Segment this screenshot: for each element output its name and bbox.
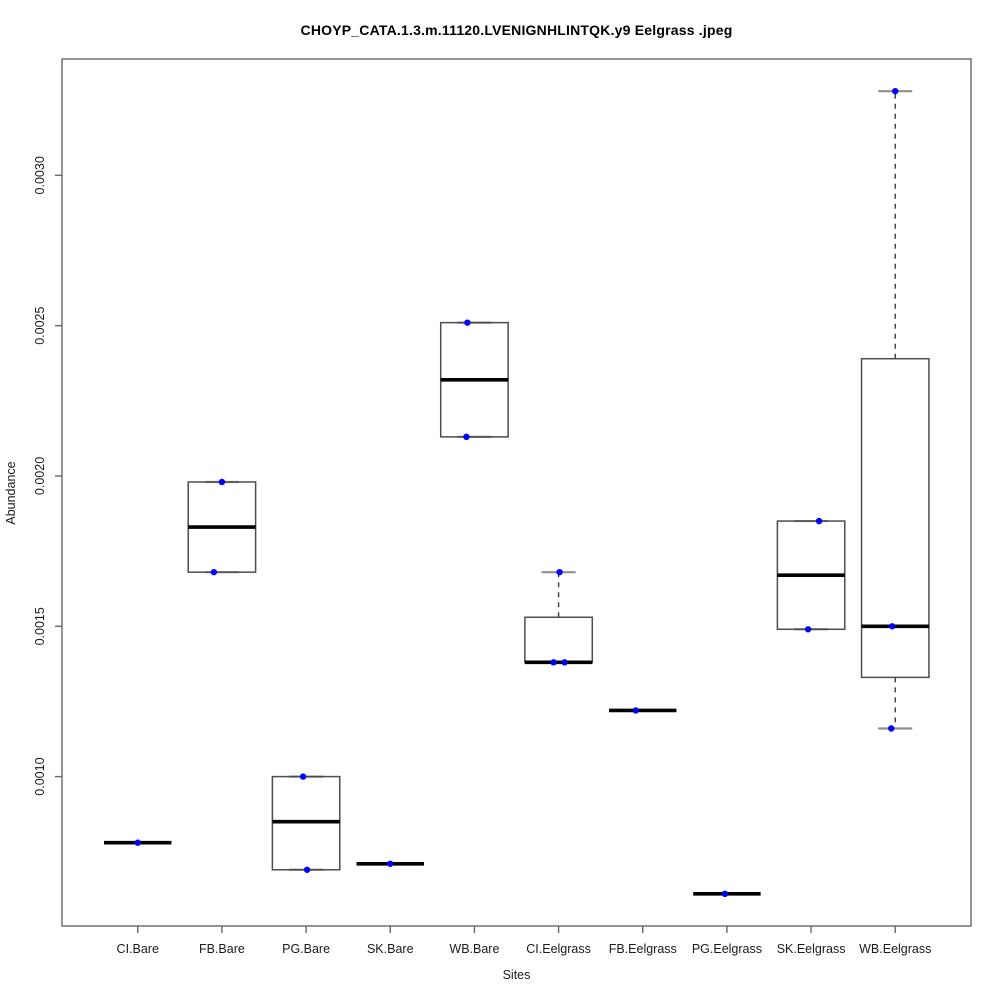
data-point [888,725,895,732]
x-tick-label: WB.Bare [449,942,499,956]
box [860,357,930,679]
data-point [303,866,311,873]
data-point [299,773,307,780]
chart-title: CHOYP_CATA.1.3.m.11120.LVENIGNHLINTQK.y9… [300,22,733,38]
box [524,616,594,664]
data-point [632,707,639,714]
x-tick-label: CI.Eelgrass [526,942,591,956]
plot-border [61,58,972,927]
x-tick-label: FB.Bare [199,942,245,956]
y-tick-label: 0.0025 [33,306,47,344]
x-tick-label: SK.Bare [367,942,414,956]
x-tick-label: SK.Eelgrass [777,942,846,956]
data-point [815,517,823,525]
data-point [387,860,394,867]
data-point [210,568,218,576]
y-tick-label: 0.0030 [33,156,47,194]
x-tick-label: CI.Bare [117,942,159,956]
data-point [464,319,471,326]
data-point [721,890,729,898]
data-point [892,87,899,95]
data-point [463,433,470,441]
x-axis-label: Sites [502,968,531,982]
data-point [134,839,141,846]
y-tick-label: 0.0010 [33,757,47,795]
data-point [218,478,226,486]
data-point [889,623,896,630]
data-point [804,626,812,633]
data-point [550,659,557,666]
data-point [556,568,563,576]
x-tick-label: FB.Eelgrass [609,942,677,956]
x-tick-label: PG.Bare [282,942,330,956]
y-tick-label: 0.0015 [33,607,47,645]
y-tick-label: 0.0020 [33,457,47,495]
data-point [561,659,568,666]
x-tick-label: WB.Eelgrass [859,942,931,956]
x-tick-label: PG.Eelgrass [692,942,762,956]
